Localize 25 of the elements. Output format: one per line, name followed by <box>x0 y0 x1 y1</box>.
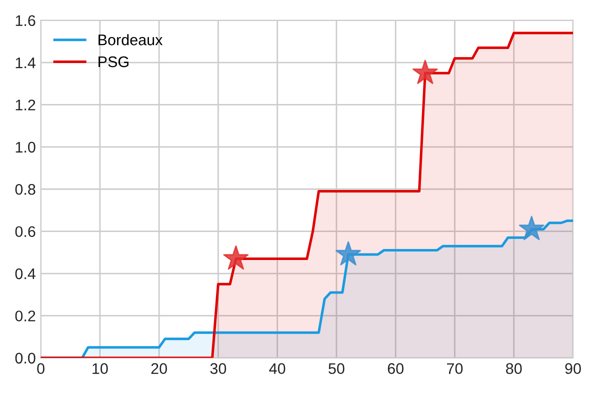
y-tick-label: 0.0 <box>15 352 36 364</box>
point <box>336 241 361 266</box>
y-tick-label: 0.6 <box>15 226 36 238</box>
point <box>518 216 544 240</box>
x-tick-label: 40 <box>269 363 286 374</box>
x-tick-label: 50 <box>328 363 344 374</box>
x-tick-label: 70 <box>447 363 463 374</box>
x-tick-label: 30 <box>210 363 226 374</box>
x-tick-label: 90 <box>565 363 581 374</box>
x-tick-label: 10 <box>92 363 108 374</box>
x-tick-label: 60 <box>388 363 404 374</box>
point <box>412 60 438 84</box>
y-tick-label: 1.0 <box>16 142 36 153</box>
legend-label: Bordeaux <box>98 34 163 46</box>
y-tick-label: 0.8 <box>15 184 36 195</box>
y-tick-label: 0.4 <box>15 268 36 280</box>
y-tick-label: 1.4 <box>16 58 36 68</box>
x-tick-label: 80 <box>506 363 522 374</box>
y-tick-label: 1.2 <box>16 100 36 110</box>
y-tick-label: 1.6 <box>16 15 36 26</box>
x-tick-label: 0 <box>37 363 44 374</box>
y-tick-label: 0.2 <box>15 310 36 322</box>
point <box>223 245 249 270</box>
x-tick-label: 20 <box>151 363 167 374</box>
legend-label: PSG <box>98 56 128 68</box>
